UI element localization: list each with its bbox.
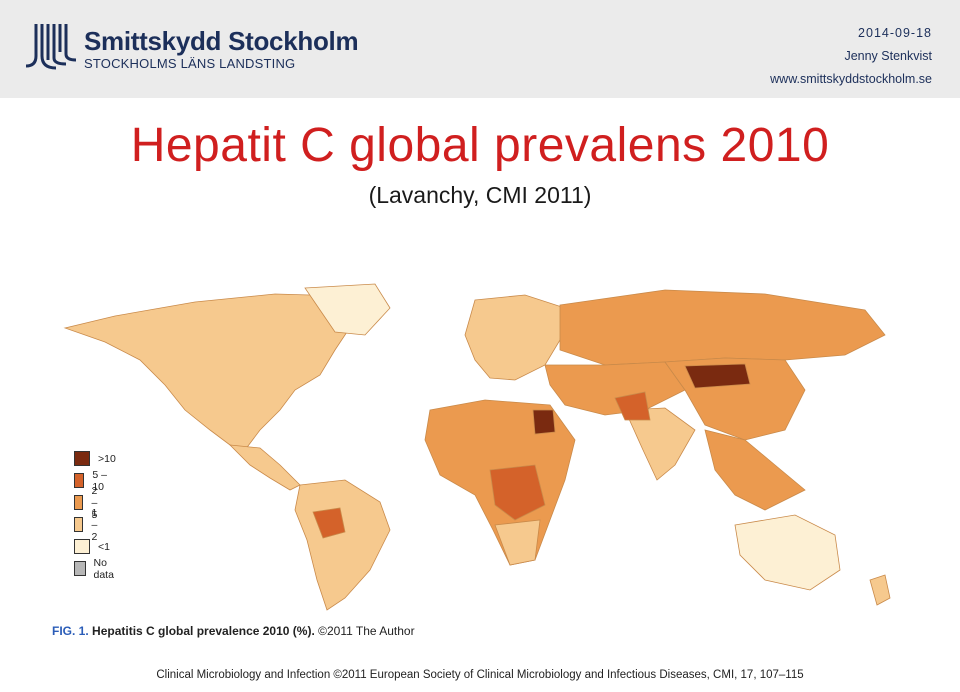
slide-date: 2014-09-18 bbox=[858, 26, 932, 40]
legend-swatch bbox=[74, 539, 90, 554]
map-region-south-america bbox=[294, 479, 391, 611]
smittskydd-logo-icon bbox=[25, 24, 77, 70]
figure-number: FIG. 1. bbox=[52, 624, 89, 638]
legend-item: 1 – 2 bbox=[74, 507, 104, 543]
legend-swatch bbox=[74, 495, 84, 510]
map-region-southern-africa bbox=[494, 519, 541, 566]
legend-item: No data bbox=[74, 557, 118, 581]
legend-swatch bbox=[74, 473, 85, 488]
slide-meta: 2014-09-18 Jenny Stenkvist www.smittskyd… bbox=[770, 22, 932, 91]
figure-caption: FIG. 1. Hepatitis C global prevalence 20… bbox=[52, 624, 415, 638]
map-region-southeast-asia bbox=[704, 429, 806, 511]
legend-swatch bbox=[74, 561, 86, 576]
map-region-central-america bbox=[228, 444, 301, 491]
legend-label: No data bbox=[93, 556, 114, 581]
legend-label: 1 – 2 bbox=[91, 506, 98, 543]
legend-swatch bbox=[74, 517, 84, 532]
map-region-russia bbox=[559, 289, 886, 366]
map-region-australia bbox=[734, 514, 841, 591]
journal-citation: Clinical Microbiology and Infection ©201… bbox=[156, 669, 804, 681]
org-name: Smittskydd Stockholm bbox=[84, 26, 359, 56]
map-region-central-asia bbox=[544, 361, 686, 416]
map-region-central-africa bbox=[489, 464, 546, 521]
world-prevalence-map bbox=[63, 283, 891, 611]
map-region-mongolia bbox=[684, 363, 751, 389]
map-region-egypt bbox=[532, 409, 556, 435]
figure-copyright: ©2011 The Author bbox=[318, 624, 415, 638]
website-link[interactable]: www.smittskyddstockholm.se bbox=[770, 72, 932, 86]
legend-item: >10 bbox=[74, 450, 116, 467]
legend-label: 5 – 10 bbox=[92, 468, 107, 493]
slide-author: Jenny Stenkvist bbox=[844, 49, 932, 63]
figure-caption-text: Hepatitis C global prevalence 2010 (%). bbox=[92, 624, 315, 638]
legend-label: 2 – 5 bbox=[91, 484, 98, 521]
slide-header: Smittskydd Stockholm STOCKHOLMS LÄNS LAN… bbox=[0, 0, 960, 98]
map-region-north-america bbox=[63, 293, 356, 451]
map-region-bolivia bbox=[312, 507, 346, 539]
legend-item: <1 bbox=[74, 538, 110, 555]
map-region-india bbox=[624, 407, 696, 481]
legend-item: 2 – 5 bbox=[74, 485, 104, 521]
map-region-europe bbox=[464, 294, 566, 381]
legend-item: 5 – 10 bbox=[74, 469, 110, 493]
map-region-pakistan bbox=[614, 391, 651, 421]
org-subtitle: STOCKHOLMS LÄNS LANDSTING bbox=[84, 56, 296, 71]
map-region-greenland bbox=[304, 283, 391, 336]
slide-subtitle: (Lavanchy, CMI 2011) bbox=[368, 182, 592, 208]
slide-title: Hepatit C global prevalens 2010 bbox=[130, 119, 830, 172]
legend-swatch bbox=[74, 451, 90, 466]
map-region-new-zealand bbox=[869, 574, 891, 606]
legend-label: <1 bbox=[98, 540, 110, 553]
legend-label: >10 bbox=[98, 452, 116, 465]
